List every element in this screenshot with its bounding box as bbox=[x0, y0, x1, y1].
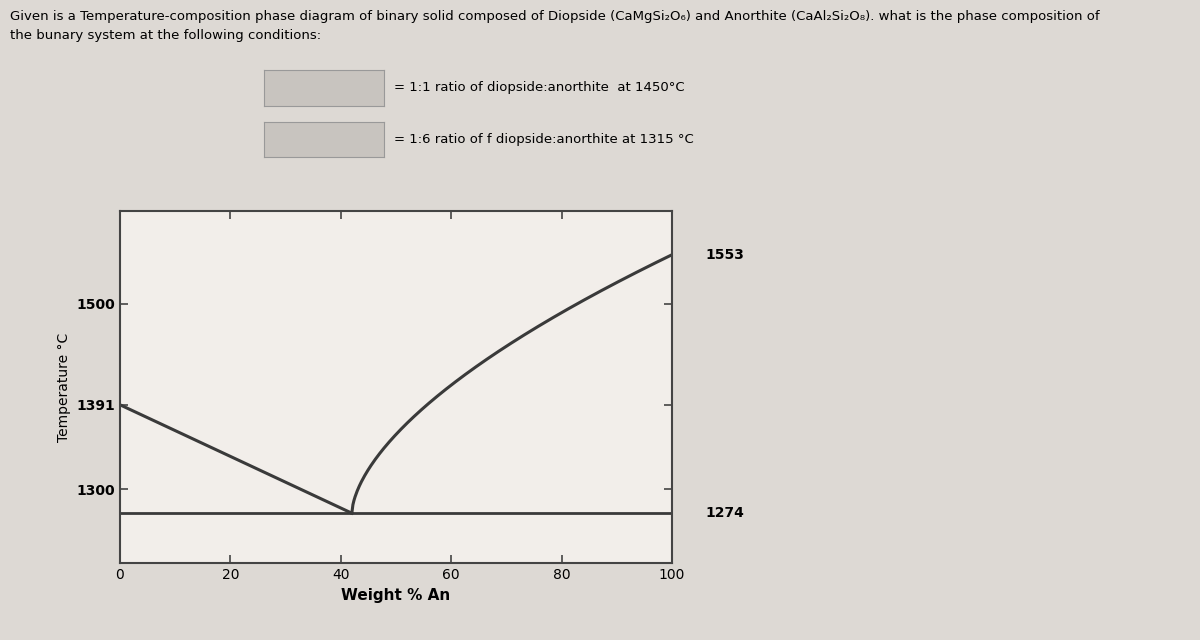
Text: Given is a Temperature-composition phase diagram of binary solid composed of Dio: Given is a Temperature-composition phase… bbox=[10, 10, 1099, 22]
Text: the bunary system at the following conditions:: the bunary system at the following condi… bbox=[10, 29, 320, 42]
X-axis label: Weight % An: Weight % An bbox=[341, 588, 451, 603]
Text: = 1:1 ratio of diopside:anorthite  at 1450°C: = 1:1 ratio of diopside:anorthite at 145… bbox=[394, 81, 684, 95]
Text: = 1:6 ratio of f diopside:anorthite at 1315 °C: = 1:6 ratio of f diopside:anorthite at 1… bbox=[394, 132, 694, 146]
Text: 1553: 1553 bbox=[706, 248, 744, 262]
Y-axis label: Temperature °C: Temperature °C bbox=[56, 333, 71, 442]
Text: 1274: 1274 bbox=[706, 506, 744, 520]
